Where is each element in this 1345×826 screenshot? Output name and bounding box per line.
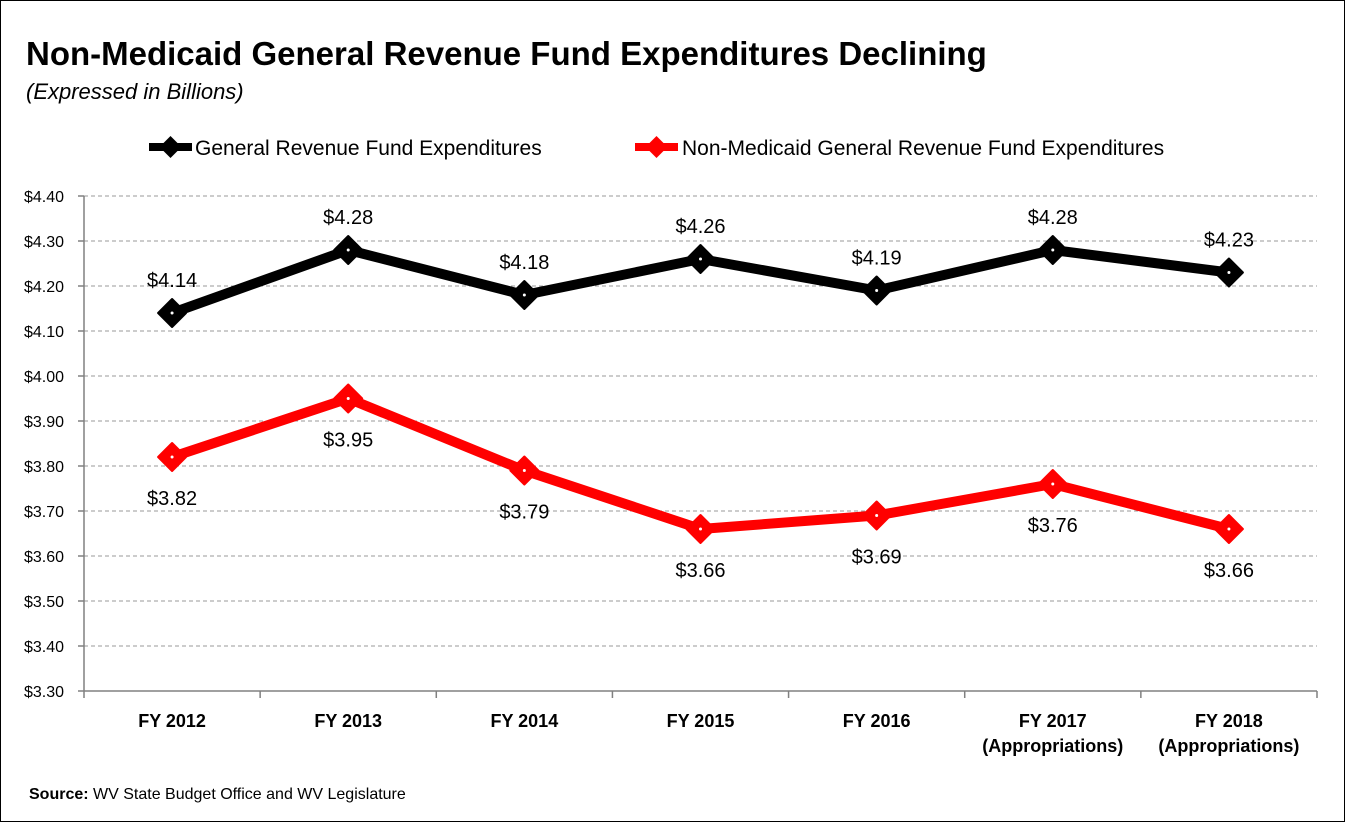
data-label: $3.76 — [1028, 515, 1078, 537]
data-label: $4.28 — [323, 207, 373, 229]
x-tick-label: FY 2013 — [314, 711, 382, 731]
data-label: $4.28 — [1028, 207, 1078, 229]
x-tick-label: FY 2016 — [843, 711, 911, 731]
legend-item-general-revenue: General Revenue Fund Expenditures — [149, 136, 542, 160]
data-label: $3.66 — [675, 560, 725, 582]
data-point-center — [346, 248, 350, 252]
source-text: WV State Budget Office and WV Legislatur… — [89, 786, 406, 803]
x-tick-label: FY 2012 — [138, 711, 206, 731]
data-label: $3.66 — [1204, 560, 1254, 582]
chart-title: Non-Medicaid General Revenue Fund Expend… — [26, 35, 987, 72]
x-tick-label: (Appropriations) — [982, 736, 1123, 756]
data-point-center — [522, 293, 526, 297]
data-point-center — [1051, 482, 1055, 486]
y-tick-label: $4.20 — [24, 279, 64, 296]
y-tick-label: $3.60 — [24, 549, 64, 566]
data-label: $3.95 — [323, 430, 373, 452]
y-tick-label: $3.70 — [24, 504, 64, 521]
data-label: $3.69 — [852, 547, 902, 569]
y-tick-label: $4.40 — [24, 189, 64, 206]
x-tick-label: FY 2014 — [490, 711, 558, 731]
y-tick-label: $3.90 — [24, 414, 64, 431]
legend-label-non-medicaid: Non-Medicaid General Revenue Fund Expend… — [682, 137, 1164, 160]
data-label: $3.82 — [147, 488, 197, 510]
data-point-center — [699, 527, 702, 531]
y-tick-label: $3.30 — [24, 684, 64, 701]
y-tick-label: $4.10 — [24, 324, 64, 341]
x-tick-label: FY 2015 — [667, 711, 735, 731]
data-label: $4.18 — [499, 252, 549, 274]
legend-label-general-revenue: General Revenue Fund Expenditures — [195, 137, 542, 160]
data-point-center — [522, 469, 526, 472]
data-point-center — [875, 514, 879, 517]
data-label: $4.19 — [852, 248, 902, 270]
x-tick-label: FY 2017 — [1019, 711, 1087, 731]
data-point-center — [1227, 527, 1231, 531]
y-tick-label: $4.00 — [24, 369, 64, 386]
data-point-center — [1051, 248, 1055, 252]
legend-swatch-marker-non-medicaid — [645, 136, 668, 158]
data-point-center — [699, 257, 702, 261]
data-point-center — [170, 455, 174, 459]
x-tick-label: (Appropriations) — [1158, 736, 1299, 756]
plot-area: $3.30 $3.40 $3.50 $3.60 $3.70 $3.80 $3.90 $4.00… — [24, 189, 1318, 756]
y-tick-label: $3.40 — [24, 639, 64, 656]
y-tick-label: $4.30 — [24, 234, 64, 251]
legend-item-non-medicaid: Non-Medicaid General Revenue Fund Expend… — [635, 136, 1164, 160]
x-tick-label: FY 2018 — [1195, 711, 1263, 731]
data-label: $4.23 — [1204, 230, 1254, 252]
legend-swatch-marker-general-revenue — [159, 136, 182, 158]
legend: General Revenue Fund Expenditures Non-Me… — [149, 136, 1164, 160]
source-note: Source: WV State Budget Office and WV Le… — [29, 786, 406, 803]
chart-subtitle: (Expressed in Billions) — [26, 79, 244, 104]
data-label: $4.14 — [147, 270, 197, 292]
series-line-1 — [167, 393, 1234, 534]
y-tick-label: $3.80 — [24, 459, 64, 476]
y-tick-label: $3.50 — [24, 594, 64, 611]
source-label: Source: — [29, 786, 89, 803]
data-point-center — [875, 289, 879, 292]
data-point-center — [170, 311, 174, 315]
data-label: $3.79 — [499, 502, 549, 524]
data-label: $4.26 — [675, 216, 725, 238]
data-point-center — [346, 397, 350, 400]
data-point-center — [1227, 271, 1231, 274]
